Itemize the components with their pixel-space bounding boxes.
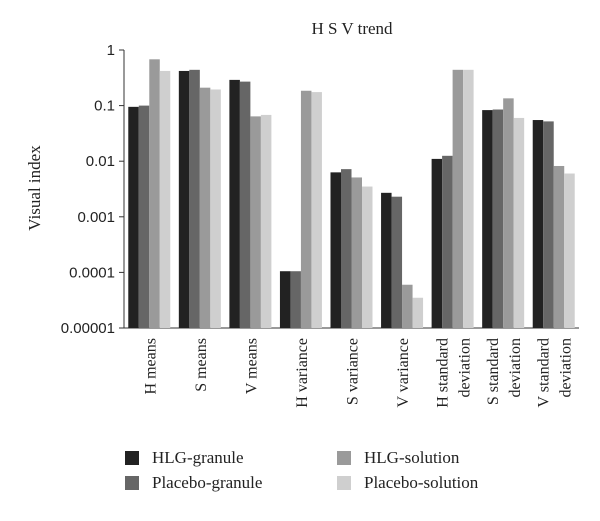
bar bbox=[290, 271, 301, 328]
bar bbox=[362, 186, 373, 328]
bar bbox=[482, 110, 493, 328]
bar bbox=[391, 196, 403, 328]
bar bbox=[210, 89, 221, 328]
y-tick-label: 1 bbox=[107, 42, 115, 59]
y-tick-label: 0.01 bbox=[86, 153, 115, 170]
bar bbox=[412, 297, 424, 328]
y-tick-label: 0.00001 bbox=[61, 320, 115, 337]
legend-label: Placebo-granule bbox=[152, 473, 263, 492]
legend-item: HLG-granule bbox=[125, 448, 244, 468]
bar bbox=[189, 69, 200, 328]
y-axis-ticks: 1 0.1 0.01 0.001 0.0001 0.00001 bbox=[61, 42, 124, 337]
bar bbox=[463, 69, 474, 328]
bar bbox=[543, 121, 554, 328]
legend-label: Placebo-solution bbox=[364, 473, 479, 492]
bar bbox=[260, 114, 272, 328]
x-category-label: deviation bbox=[457, 338, 474, 398]
bar bbox=[128, 106, 139, 328]
y-axis-label: Visual index bbox=[25, 145, 44, 231]
legend: HLG-granule Placebo-granule HLG-solution Pl… bbox=[125, 448, 545, 508]
x-category-label: S standard bbox=[485, 338, 502, 405]
bar bbox=[452, 69, 464, 328]
bar-groups bbox=[128, 59, 575, 329]
bar bbox=[138, 105, 150, 328]
x-category-label: S variance bbox=[345, 338, 362, 405]
legend-item: Placebo-granule bbox=[125, 473, 262, 493]
bar bbox=[239, 81, 251, 329]
x-category-label: S means bbox=[193, 338, 210, 392]
bar bbox=[553, 165, 565, 328]
bar bbox=[229, 79, 240, 328]
bar bbox=[351, 177, 362, 328]
x-axis-category-labels: H means S means V means H variance S varianc… bbox=[142, 338, 574, 408]
bar bbox=[532, 120, 544, 328]
legend-swatch bbox=[337, 451, 351, 465]
bar bbox=[402, 284, 413, 328]
bar bbox=[503, 98, 514, 328]
x-category-label: H means bbox=[142, 338, 159, 394]
x-category-label: deviation bbox=[507, 338, 524, 398]
y-tick-label: 0.0001 bbox=[69, 264, 115, 281]
bar bbox=[300, 90, 312, 328]
legend-swatch bbox=[337, 476, 351, 490]
chart-title: H S V trend bbox=[311, 19, 393, 38]
bar bbox=[159, 70, 171, 328]
bar bbox=[513, 117, 525, 329]
bar bbox=[279, 271, 291, 328]
bar bbox=[330, 172, 341, 328]
x-category-label: H standard bbox=[435, 338, 452, 408]
bar bbox=[381, 192, 392, 328]
y-tick-label: 0.001 bbox=[77, 209, 115, 226]
bar bbox=[149, 59, 160, 329]
bar bbox=[492, 109, 504, 329]
legend-label: HLG-solution bbox=[364, 448, 460, 467]
legend-label: HLG-granule bbox=[152, 448, 244, 467]
bar bbox=[564, 173, 575, 328]
bar bbox=[199, 87, 211, 329]
bar bbox=[311, 92, 322, 328]
x-category-label: H variance bbox=[294, 338, 311, 408]
y-tick-label: 0.1 bbox=[94, 98, 115, 115]
legend-item: Placebo-solution bbox=[337, 473, 478, 493]
bar bbox=[250, 116, 261, 328]
legend-swatch bbox=[125, 476, 139, 490]
bar bbox=[442, 155, 453, 328]
legend-item: HLG-solution bbox=[337, 448, 459, 468]
x-category-label: V standard bbox=[536, 338, 553, 407]
x-category-label: deviation bbox=[558, 338, 575, 398]
bar bbox=[431, 158, 443, 328]
bar bbox=[341, 169, 352, 328]
legend-swatch bbox=[125, 451, 139, 465]
x-category-label: V variance bbox=[395, 338, 412, 407]
bar bbox=[178, 70, 190, 328]
x-category-label: V means bbox=[243, 338, 260, 394]
